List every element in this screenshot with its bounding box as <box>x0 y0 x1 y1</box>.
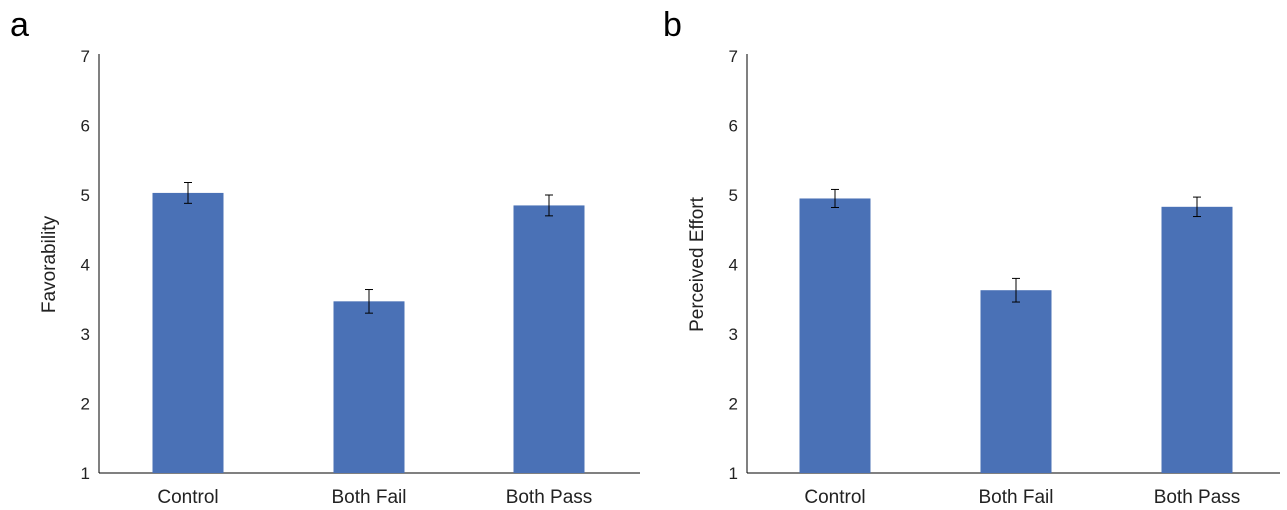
panel-a-y-tick-label: 3 <box>81 325 90 344</box>
panel-b-y-tick-label: 7 <box>729 47 738 66</box>
panel-a-y-tick-label: 1 <box>81 464 90 483</box>
panel-a-y-tick-label: 7 <box>81 47 90 66</box>
panel-a-category-label: Both Fail <box>332 487 407 508</box>
panel-b-y-tick-label: 5 <box>729 186 738 205</box>
panel-a-bar-control <box>152 192 224 474</box>
panel-b-category-label: Control <box>804 487 865 508</box>
panel-a-category-label: Control <box>157 487 218 508</box>
panel-b-category-label: Both Pass <box>1154 487 1241 508</box>
panel-b-y-tick-label: 2 <box>729 395 738 414</box>
panel-a-y-tick-label: 4 <box>81 256 90 275</box>
panel-b-bar-control <box>799 198 871 473</box>
panel-b-y-tick-label: 3 <box>729 325 738 344</box>
panel-a-y-tick-label: 5 <box>81 186 90 205</box>
panel-b-y-axis-title: Perceived Effort <box>687 196 708 332</box>
panel-a-bar-both-pass <box>513 205 585 474</box>
panel-b-chart: 1 2 3 4 5 6 7 Perceived Effort Control Both Fail B… <box>687 47 1280 508</box>
panel-a-chart: 1 2 3 4 5 6 7 Favorability Control Both Fail Both … <box>39 47 640 508</box>
panel-a-category-label: Both Pass <box>506 487 593 508</box>
panel-a-y-tick-label: 2 <box>81 395 90 414</box>
panel-letter-b: b <box>663 6 682 44</box>
panel-b-y-tick-label: 4 <box>729 256 738 275</box>
panel-a-y-axis-title: Favorability <box>39 215 60 313</box>
panel-b-bar-both-pass <box>1161 206 1233 473</box>
panel-b-category-label: Both Fail <box>979 487 1054 508</box>
panel-b-bar-both-fail <box>980 290 1052 473</box>
panel-a-bar-both-fail <box>333 301 405 473</box>
panel-letter-a: a <box>10 6 29 44</box>
panel-b-y-tick-label: 6 <box>729 117 738 136</box>
panel-a-y-tick-label: 6 <box>81 117 90 136</box>
panel-b-y-tick-label: 1 <box>729 464 738 483</box>
